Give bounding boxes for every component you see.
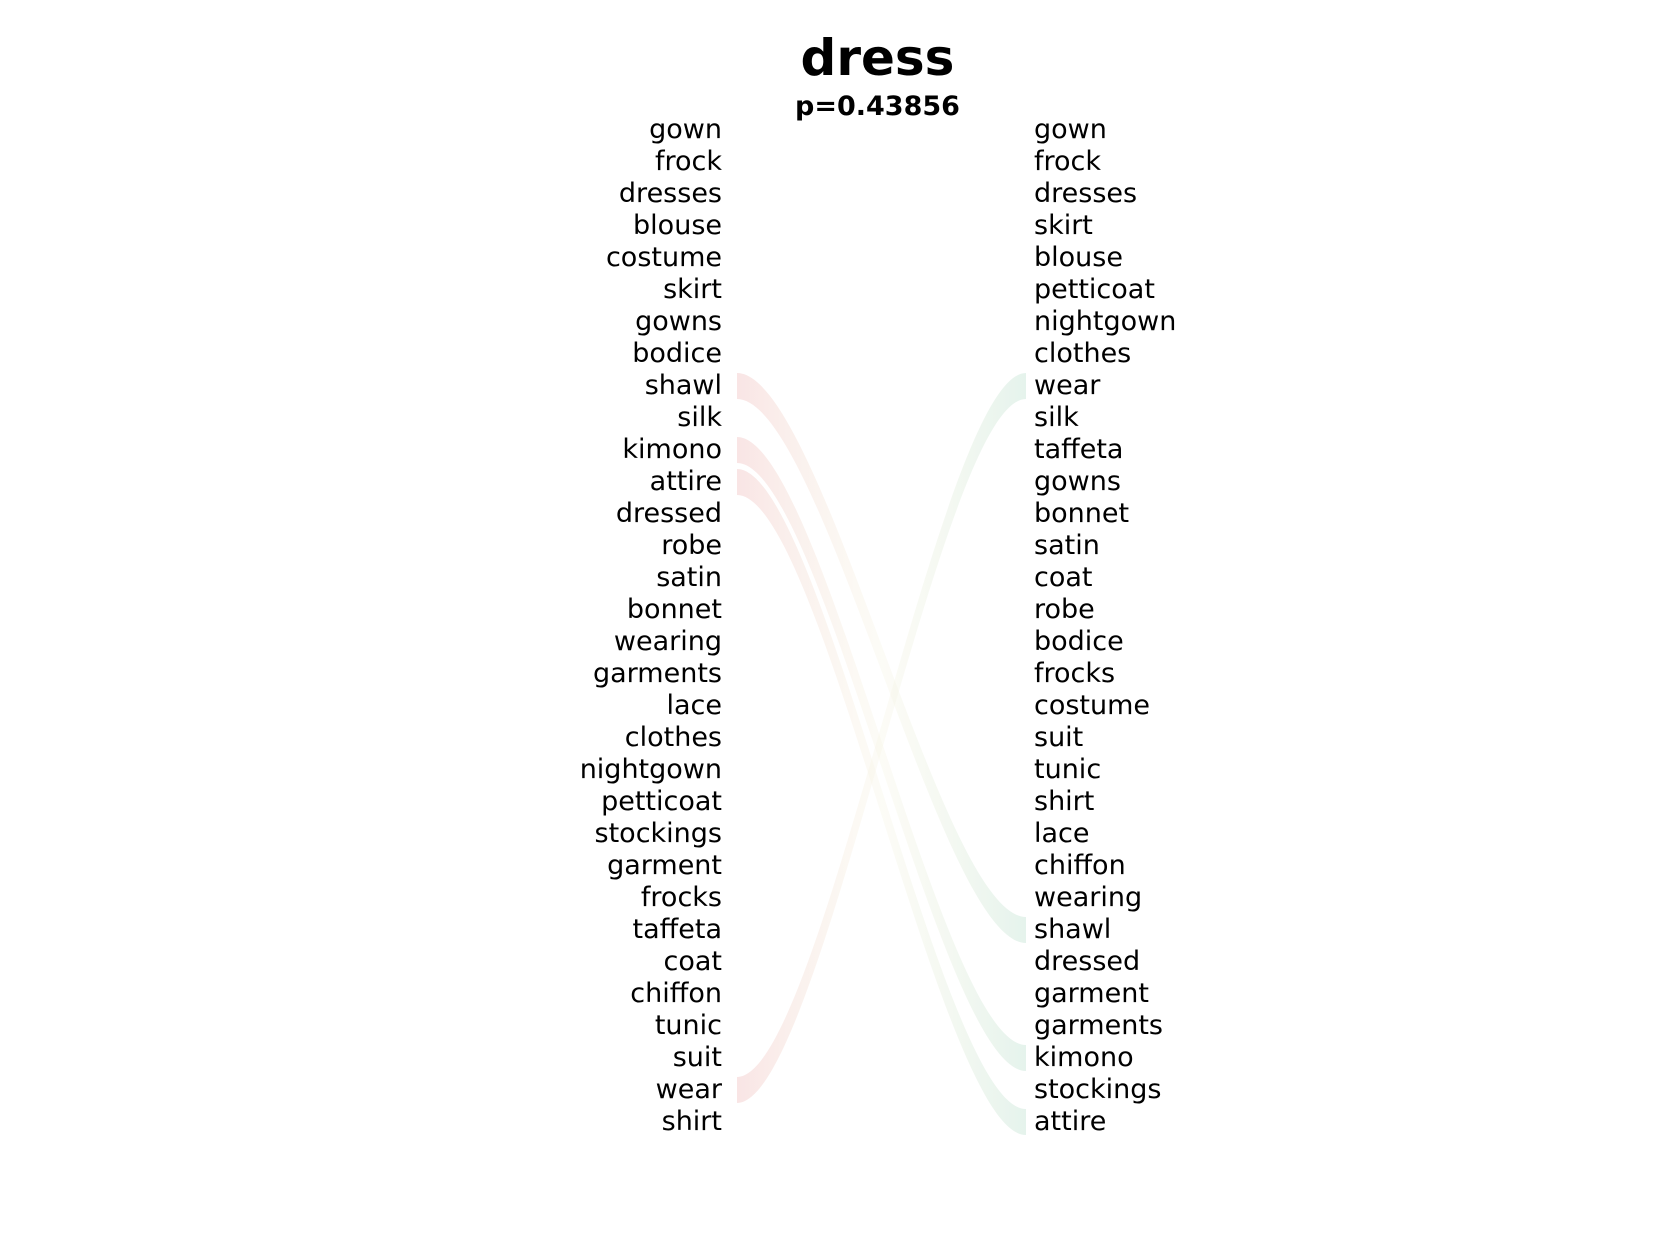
left-word: dressed xyxy=(615,498,722,529)
right-word: tunic xyxy=(1034,754,1102,785)
left-word: blouse xyxy=(633,210,722,241)
left-word: lace xyxy=(666,690,722,721)
left-word: stockings xyxy=(594,818,722,849)
right-word: dresses xyxy=(1034,178,1138,209)
right-word: petticoat xyxy=(1034,274,1155,305)
left-word: bodice xyxy=(632,338,722,369)
left-word: gowns xyxy=(635,306,722,337)
left-word: frocks xyxy=(640,882,722,913)
right-word: gowns xyxy=(1034,466,1121,497)
right-word: taffeta xyxy=(1034,434,1124,465)
right-word: blouse xyxy=(1034,242,1123,273)
right-word: wearing xyxy=(1034,882,1143,913)
right-word: chiffon xyxy=(1034,850,1126,881)
left-word: robe xyxy=(661,530,722,561)
left-word: gown xyxy=(649,114,722,145)
right-word: skirt xyxy=(1034,210,1093,241)
left-word: bonnet xyxy=(626,594,722,625)
right-word: silk xyxy=(1034,402,1079,433)
link-attire xyxy=(737,469,1026,1135)
right-word: bonnet xyxy=(1034,498,1130,529)
right-word: satin xyxy=(1034,530,1100,561)
left-word: garments xyxy=(593,658,722,689)
right-word: bodice xyxy=(1034,626,1124,657)
left-word: skirt xyxy=(663,274,722,305)
right-word: attire xyxy=(1034,1106,1107,1137)
right-word: frocks xyxy=(1034,658,1116,689)
right-word: lace xyxy=(1034,818,1090,849)
right-word: wear xyxy=(1034,370,1101,401)
link-wear xyxy=(737,373,1026,1103)
left-word: costume xyxy=(605,242,722,273)
right-word: garment xyxy=(1034,978,1149,1009)
right-word: stockings xyxy=(1034,1074,1162,1105)
left-word: silk xyxy=(677,402,722,433)
left-word: attire xyxy=(649,466,722,497)
right-word: clothes xyxy=(1034,338,1132,369)
left-word: dresses xyxy=(618,178,722,209)
left-word: coat xyxy=(663,946,723,977)
diagram-subtitle: p=0.43856 xyxy=(795,91,960,122)
left-word: satin xyxy=(656,562,722,593)
link-shawl xyxy=(737,373,1026,943)
left-word: wear xyxy=(655,1074,722,1105)
right-word: shawl xyxy=(1034,914,1112,945)
right-word: costume xyxy=(1034,690,1151,721)
right-word: garments xyxy=(1034,1010,1163,1041)
left-word: frock xyxy=(654,146,722,177)
right-word: gown xyxy=(1034,114,1107,145)
left-word: taffeta xyxy=(632,914,722,945)
right-word: kimono xyxy=(1034,1042,1134,1073)
left-word: clothes xyxy=(624,722,722,753)
link-kimono xyxy=(737,437,1026,1071)
left-word: petticoat xyxy=(601,786,722,817)
left-word: nightgown xyxy=(579,754,722,785)
right-word: frock xyxy=(1034,146,1102,177)
diagram-title: dress xyxy=(800,29,955,87)
left-word: shirt xyxy=(661,1106,722,1137)
left-word: wearing xyxy=(613,626,722,657)
right-word: robe xyxy=(1034,594,1095,625)
left-word: tunic xyxy=(654,1010,722,1041)
left-word: shawl xyxy=(644,370,722,401)
left-word: garment xyxy=(607,850,722,881)
right-word: coat xyxy=(1034,562,1093,593)
right-word: nightgown xyxy=(1034,306,1177,337)
right-word: dressed xyxy=(1034,946,1141,977)
right-word: suit xyxy=(1034,722,1084,753)
left-word: kimono xyxy=(622,434,722,465)
left-word: chiffon xyxy=(630,978,722,1009)
left-word: suit xyxy=(672,1042,722,1073)
right-word: shirt xyxy=(1034,786,1095,817)
